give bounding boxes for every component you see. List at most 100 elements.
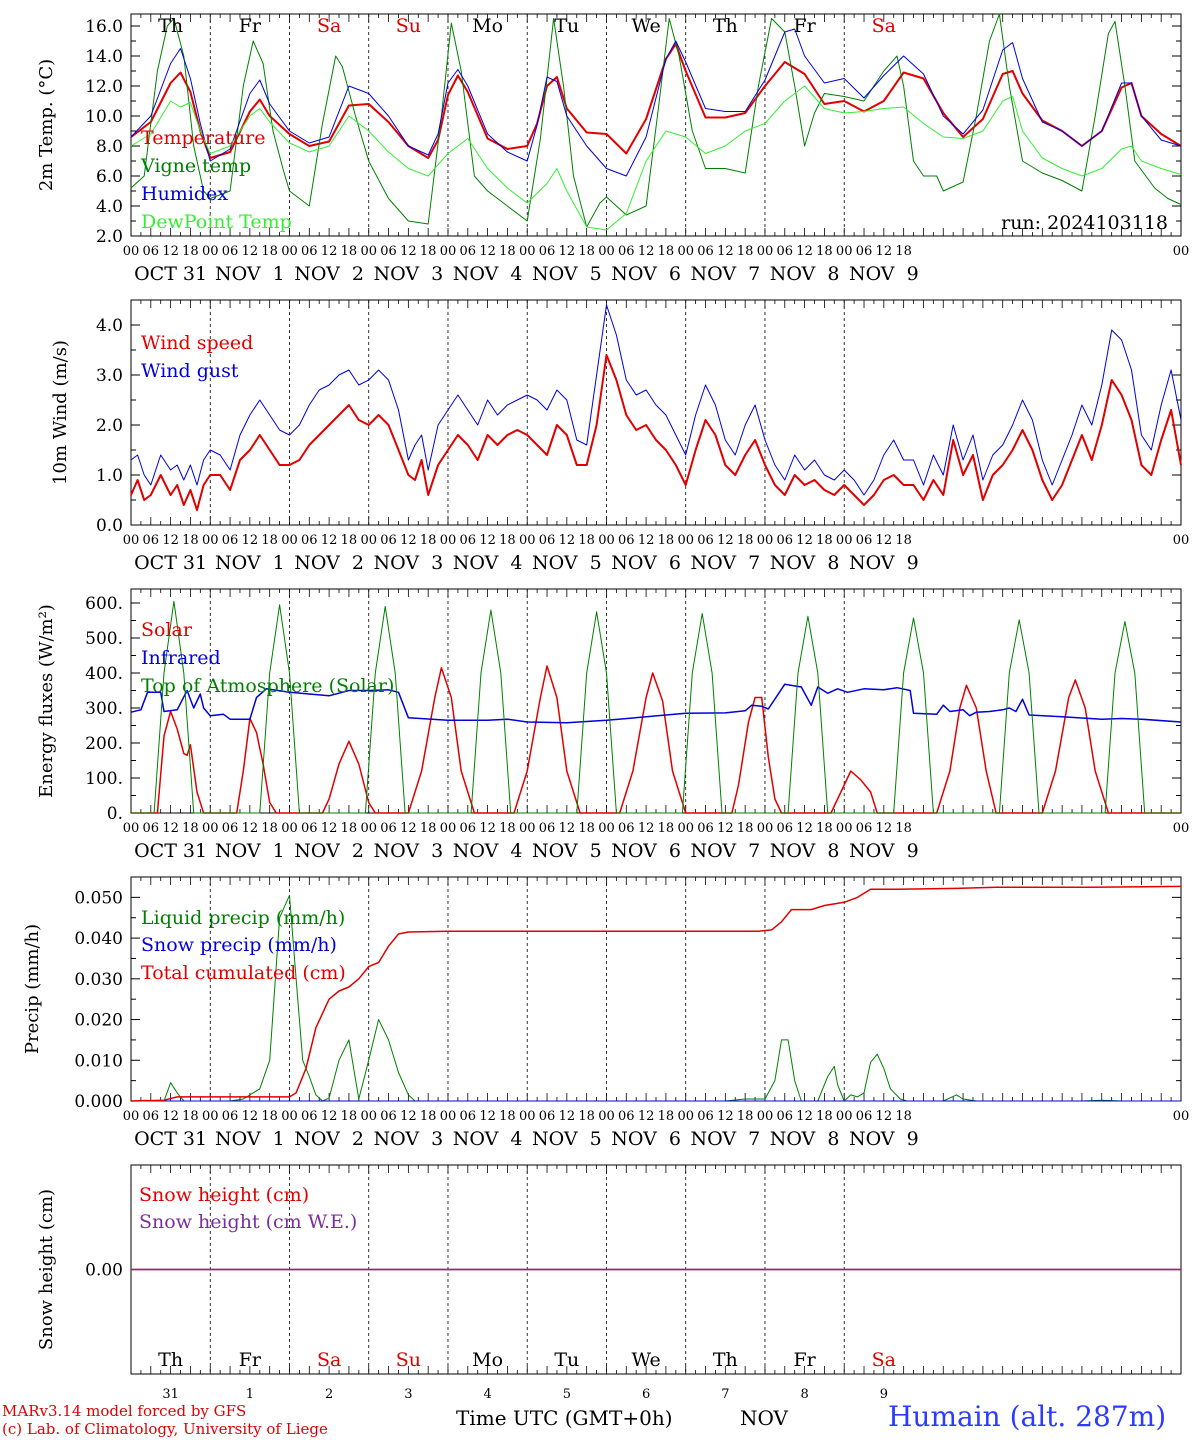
y-axis-label: Snow height (cm) xyxy=(36,1189,57,1350)
hour-tick-label: 12 xyxy=(162,1109,179,1124)
day-number: 8 xyxy=(800,1387,808,1402)
hour-tick-label: 00 xyxy=(677,821,694,836)
hour-tick-label: 00 xyxy=(440,1109,457,1124)
hour-tick-label: 00 xyxy=(836,821,853,836)
series-line-vigne-temp xyxy=(130,13,1182,228)
hour-tick-label: 12 xyxy=(717,1109,734,1124)
hour-tick-label: 18 xyxy=(658,821,675,836)
y-axis-label: Precip (mm/h) xyxy=(22,924,43,1054)
hour-tick-label: 06 xyxy=(301,821,318,836)
legend-entry: Snow precip (mm/h) xyxy=(141,934,337,956)
date-label: NOV 4 xyxy=(453,263,523,285)
date-label: OCT 31 xyxy=(134,263,207,285)
hour-tick-label: 00 xyxy=(281,821,298,836)
date-label: NOV 9 xyxy=(849,840,919,862)
legend-entry: Temperature xyxy=(141,127,265,149)
hour-tick-label: 00 xyxy=(360,1109,377,1124)
y-tick-label: 12.0 xyxy=(85,77,123,97)
hour-tick-label: 18 xyxy=(658,533,675,548)
series-line-liquid-precip-mm-h xyxy=(130,894,1181,1102)
legend-entry: Wind speed xyxy=(141,332,253,354)
hour-tick-label: 18 xyxy=(816,244,833,259)
hour-tick-label: 06 xyxy=(143,533,160,548)
y-tick-label: 6.0 xyxy=(96,167,123,187)
date-label: OCT 31 xyxy=(134,840,207,862)
hour-tick-label: 00 xyxy=(836,244,853,259)
panel-1: 2.0 4.0 6.0 8.0 10.0 12.0 14.0 16.0 2m Temp. (°C… xyxy=(36,13,1190,285)
hour-tick-label: 00 xyxy=(1173,244,1190,259)
date-label: NOV 7 xyxy=(690,552,760,574)
y-tick-label: 600. xyxy=(85,594,123,614)
hour-tick-label: 12 xyxy=(876,244,893,259)
hour-tick-label: 06 xyxy=(777,533,794,548)
date-label: OCT 31 xyxy=(134,1128,207,1150)
weekday-label: Fr xyxy=(239,1349,262,1371)
hour-tick-label: 12 xyxy=(400,244,417,259)
hour-tick-label: 06 xyxy=(618,533,635,548)
hour-tick-label: 18 xyxy=(499,821,516,836)
hour-tick-label: 12 xyxy=(796,244,813,259)
hour-tick-label: 12 xyxy=(638,533,655,548)
date-label: NOV 3 xyxy=(373,552,443,574)
y-tick-label: 0.000 xyxy=(74,1092,123,1112)
hour-tick-label: 00 xyxy=(360,821,377,836)
hour-tick-label: 12 xyxy=(321,821,338,836)
hour-tick-label: 18 xyxy=(499,533,516,548)
date-label: NOV 5 xyxy=(532,1128,602,1150)
date-label: NOV 5 xyxy=(532,263,602,285)
y-tick-label: 300. xyxy=(85,699,123,719)
hour-tick-label: 00 xyxy=(519,244,536,259)
hour-tick-label: 12 xyxy=(242,533,259,548)
date-label: NOV 9 xyxy=(849,263,919,285)
date-label: NOV 3 xyxy=(373,840,443,862)
y-tick-label: 0. xyxy=(107,804,123,824)
weekday-label: Su xyxy=(396,1349,421,1371)
day-number: 7 xyxy=(721,1387,729,1402)
hour-tick-label: 06 xyxy=(222,821,239,836)
legend-entry: Humidex xyxy=(141,183,228,205)
hour-tick-label: 12 xyxy=(638,821,655,836)
legend-entry: DewPoint Temp xyxy=(141,211,292,233)
hour-tick-label: 18 xyxy=(499,1109,516,1124)
hour-tick-label: 18 xyxy=(816,533,833,548)
hour-tick-label: 00 xyxy=(123,821,140,836)
hour-tick-label: 18 xyxy=(420,244,437,259)
hour-tick-label: 06 xyxy=(539,533,556,548)
hour-tick-label: 00 xyxy=(677,533,694,548)
hour-tick-label: 06 xyxy=(539,1109,556,1124)
hour-tick-label: 00 xyxy=(123,1109,140,1124)
day-number: 6 xyxy=(642,1387,650,1402)
hour-tick-label: 18 xyxy=(420,1109,437,1124)
time-axis-label: Time UTC (GMT+0h) xyxy=(456,1406,673,1430)
y-tick-label: 0.0 xyxy=(96,516,123,536)
hour-tick-label: 18 xyxy=(658,244,675,259)
hour-tick-label: 18 xyxy=(261,244,278,259)
hour-tick-label: 18 xyxy=(341,533,358,548)
date-label: NOV 8 xyxy=(770,552,840,574)
hour-tick-label: 18 xyxy=(182,821,199,836)
credit-line-2: (c) Lab. of Climatology, University of L… xyxy=(2,1420,328,1438)
hour-tick-label: 18 xyxy=(737,821,754,836)
hour-tick-label: 00 xyxy=(360,244,377,259)
weekday-label: Th xyxy=(158,15,183,37)
date-label: NOV 4 xyxy=(453,552,523,574)
hour-tick-label: 12 xyxy=(479,821,496,836)
hour-tick-label: 12 xyxy=(638,244,655,259)
hour-tick-label: 18 xyxy=(737,244,754,259)
date-label: NOV 7 xyxy=(690,1128,760,1150)
hour-tick-label: 12 xyxy=(559,244,576,259)
hour-tick-label: 18 xyxy=(895,1109,912,1124)
hour-tick-label: 06 xyxy=(539,821,556,836)
date-label: NOV 4 xyxy=(453,1128,523,1150)
hour-tick-label: 00 xyxy=(440,533,457,548)
month-label: NOV xyxy=(740,1406,788,1430)
hour-tick-label: 06 xyxy=(143,244,160,259)
y-tick-label: 14.0 xyxy=(85,47,123,67)
date-label: NOV 6 xyxy=(611,263,681,285)
date-label: NOV 5 xyxy=(532,552,602,574)
hour-tick-label: 18 xyxy=(420,821,437,836)
hour-tick-label: 00 xyxy=(598,533,615,548)
hour-tick-label: 06 xyxy=(460,821,477,836)
hour-tick-label: 00 xyxy=(281,533,298,548)
